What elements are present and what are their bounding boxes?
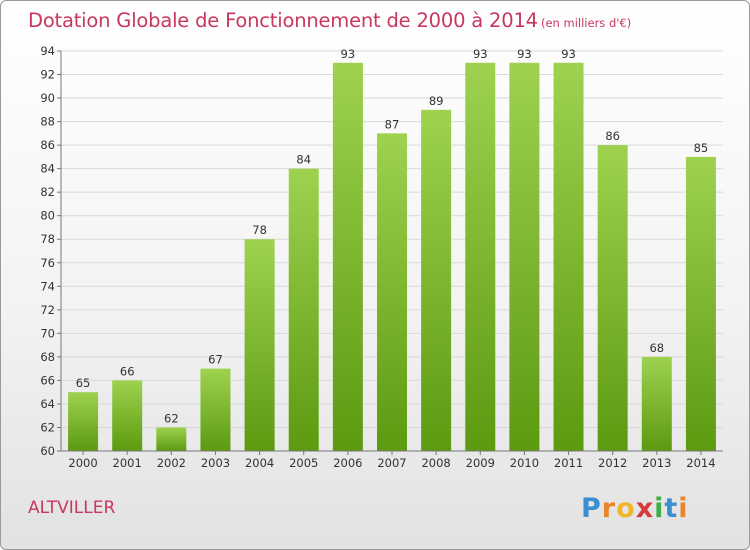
data-label-2003: 67: [208, 353, 223, 367]
proxiti-logo: Proxiti: [581, 493, 689, 524]
commune-name: ALTVILLER: [28, 498, 116, 518]
y-tick-label: 66: [40, 373, 55, 387]
x-tick-label-2010: 2010: [510, 456, 539, 470]
bar-chart: 65 66 62 67 78 84 93 87 89 93 93 93 86 68 85 60 62 64 66 6…: [40, 44, 723, 470]
bar-2006: [332, 62, 363, 451]
bar-2014: [685, 156, 716, 451]
y-tick-label: 68: [40, 350, 55, 364]
data-label-2008: 89: [429, 94, 444, 108]
bar-2007: [377, 133, 407, 451]
logo-letter: i: [678, 493, 688, 524]
svg-text:Proxiti: Proxiti: [581, 493, 689, 524]
y-tick-label: 82: [40, 185, 55, 199]
x-tick-label-2002: 2002: [157, 456, 186, 470]
y-tick-label: 92: [40, 68, 55, 82]
y-tick-label: 84: [40, 162, 55, 176]
data-label-2005: 84: [296, 153, 311, 167]
x-tick-label-2008: 2008: [421, 456, 450, 470]
logo-letter: i: [654, 493, 664, 524]
logo-letter: x: [636, 493, 654, 524]
x-tick-label-2004: 2004: [245, 456, 274, 470]
x-tick-label-2006: 2006: [333, 456, 362, 470]
bar-2009: [465, 62, 496, 451]
bar-2000: [68, 392, 99, 451]
y-tick-label: 90: [40, 91, 55, 105]
bar-2010: [509, 62, 540, 451]
data-label-2004: 78: [252, 223, 267, 237]
data-label-2000: 65: [76, 376, 91, 390]
chart-title: Dotation Globale de Fonctionnement de 20…: [28, 9, 538, 32]
y-tick-label: 88: [40, 115, 55, 129]
x-tick-label-2014: 2014: [686, 456, 715, 470]
y-tick-label: 94: [40, 44, 55, 58]
logo-letter: P: [581, 493, 602, 524]
data-label-2010: 93: [517, 47, 532, 61]
data-label-2001: 66: [120, 364, 135, 378]
data-label-2002: 62: [164, 411, 179, 425]
data-label-2007: 87: [385, 117, 400, 131]
y-tick-label: 72: [40, 303, 55, 317]
logo-letter: o: [616, 493, 636, 524]
x-tick-label-2003: 2003: [201, 456, 230, 470]
bar-2013: [641, 356, 672, 451]
data-label-2014: 85: [694, 141, 709, 155]
y-tick-label: 62: [40, 420, 55, 434]
x-tick-label-2013: 2013: [642, 456, 671, 470]
bar-2001: [112, 380, 143, 451]
bar-2008: [421, 109, 452, 451]
x-tick-label-2009: 2009: [466, 456, 495, 470]
logo-letter: t: [664, 493, 678, 524]
data-label-2006: 93: [341, 47, 356, 61]
data-label-2013: 68: [649, 341, 664, 355]
data-label-2011: 93: [561, 47, 576, 61]
y-tick-label: 60: [40, 444, 55, 458]
x-tick-label-2000: 2000: [68, 456, 97, 470]
y-tick-label: 70: [40, 326, 55, 340]
bar-2002: [156, 427, 187, 451]
x-tick-label-2007: 2007: [377, 456, 406, 470]
x-tick-label-2011: 2011: [554, 456, 583, 470]
bar-2012: [597, 145, 628, 451]
x-tick-label-2005: 2005: [289, 456, 318, 470]
x-tick-label-2012: 2012: [598, 456, 627, 470]
data-label-2009: 93: [473, 47, 488, 61]
bar-2005: [288, 168, 319, 451]
y-tick-label: 76: [40, 256, 55, 270]
y-tick-label: 78: [40, 232, 55, 246]
y-tick-label: 64: [40, 397, 55, 411]
y-tick-label: 74: [40, 279, 55, 293]
data-label-2012: 86: [605, 129, 620, 143]
bar-2004: [244, 239, 275, 451]
chart-subtitle: (en milliers d'€): [541, 16, 632, 30]
logo-letter: r: [602, 493, 616, 524]
y-tick-label: 86: [40, 138, 55, 152]
x-tick-label-2001: 2001: [113, 456, 142, 470]
bar-2011: [553, 62, 584, 451]
y-tick-label: 80: [40, 209, 55, 223]
bar-2003: [200, 368, 231, 451]
